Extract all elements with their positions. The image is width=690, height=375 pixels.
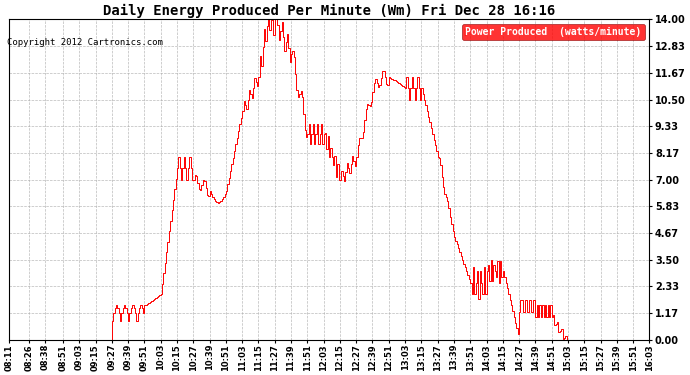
Text: Copyright 2012 Cartronics.com: Copyright 2012 Cartronics.com bbox=[7, 38, 163, 47]
Title: Daily Energy Produced Per Minute (Wm) Fri Dec 28 16:16: Daily Energy Produced Per Minute (Wm) Fr… bbox=[103, 4, 555, 18]
Legend: Power Produced  (watts/minute): Power Produced (watts/minute) bbox=[462, 24, 644, 40]
